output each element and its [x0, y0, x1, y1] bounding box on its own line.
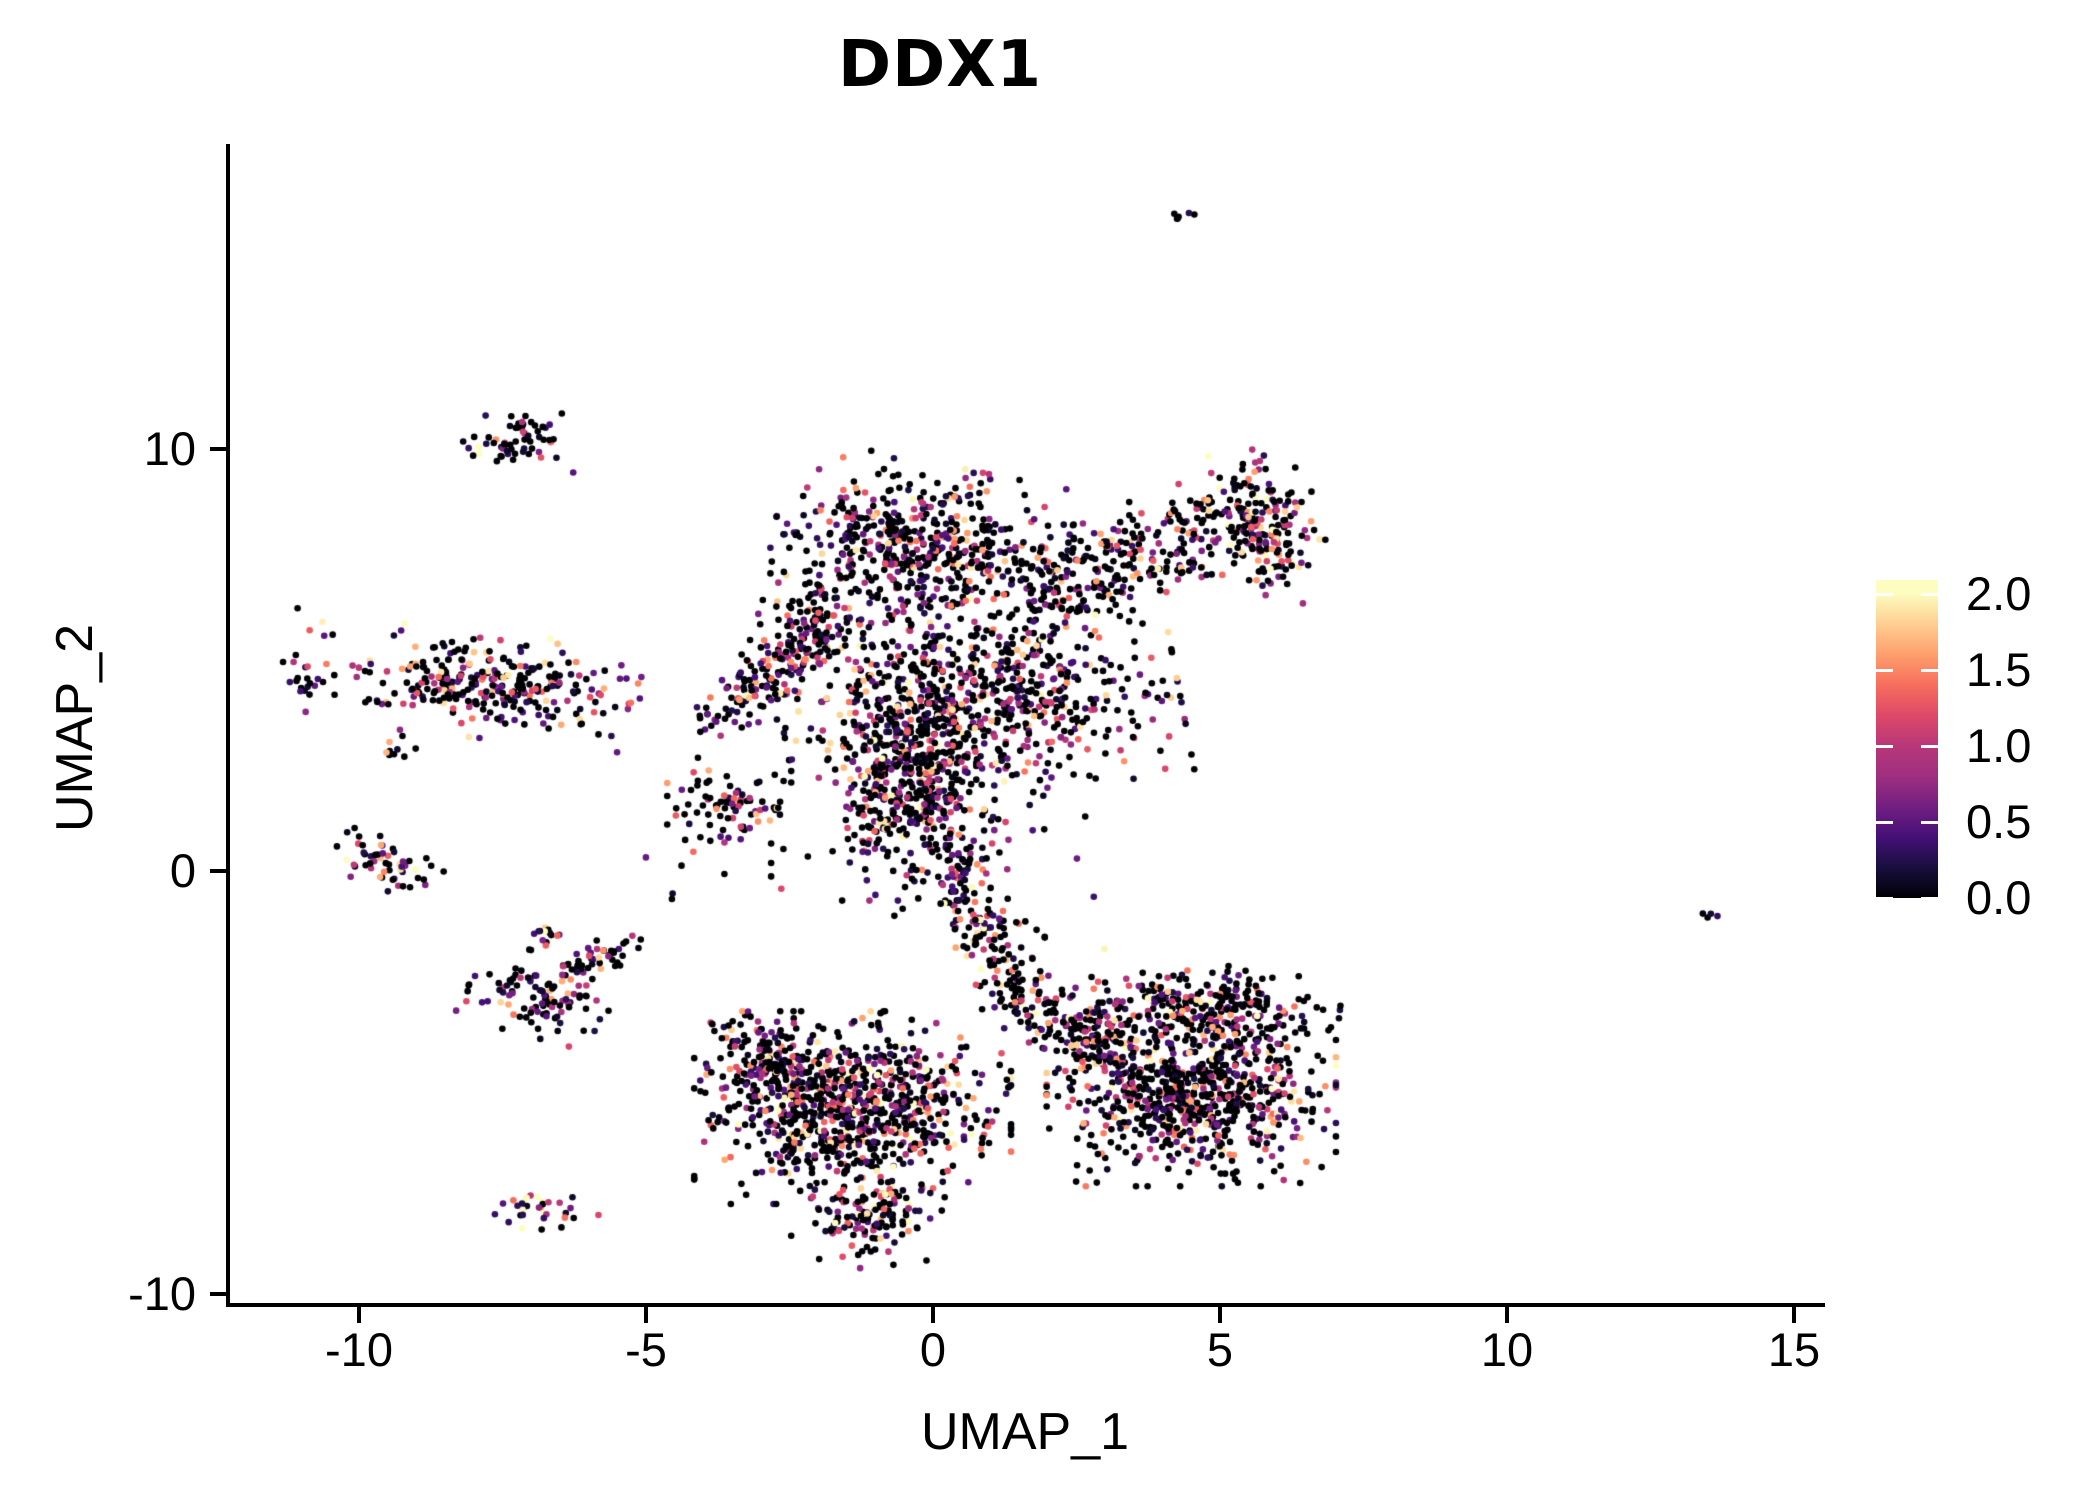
x-tick-label: 5: [1206, 1323, 1234, 1376]
colorbar-tick-mark: [1876, 744, 1893, 748]
y-axis-line: [226, 144, 230, 1307]
colorbar-tick-mark: [1876, 592, 1893, 596]
y-tick-mark: [210, 1291, 226, 1296]
colorbar-tick-mark: [1876, 668, 1893, 672]
x-tick-mark: [644, 1307, 648, 1323]
colorbar-tick-label: 0.0: [1966, 871, 2032, 924]
x-tick-label: 10: [1480, 1323, 1534, 1376]
x-tick-mark: [1218, 1307, 1222, 1323]
colorbar-tick-label: 2.0: [1966, 566, 2032, 620]
x-tick-label: -10: [325, 1323, 393, 1376]
colorbar-tick-mark: [1921, 820, 1938, 824]
colorbar-tick-mark: [1876, 897, 1893, 900]
y-tick-label: -10: [128, 1266, 196, 1320]
plot-title: DDX1: [837, 28, 1043, 102]
x-tick-mark: [1505, 1307, 1509, 1323]
x-axis-title: UMAP_1: [920, 1403, 1130, 1461]
colorbar-tick-label: 1.5: [1966, 642, 2032, 696]
x-tick-label: 15: [1767, 1323, 1821, 1376]
x-tick-mark: [931, 1307, 935, 1323]
x-tick-label: -5: [625, 1323, 667, 1376]
x-tick-mark: [357, 1307, 361, 1323]
colorbar-tick-mark: [1876, 820, 1893, 824]
y-tick-mark: [210, 446, 226, 451]
y-tick-mark: [210, 869, 226, 873]
colorbar-tick-mark: [1921, 592, 1938, 596]
x-tick-label: 0: [919, 1323, 947, 1376]
colorbar-tick-mark: [1921, 668, 1938, 672]
x-axis-line: [226, 1303, 1825, 1307]
colorbar-tick-label: 0.5: [1966, 794, 2032, 848]
colorbar-tick-mark: [1921, 744, 1938, 748]
x-tick-mark: [1792, 1307, 1796, 1323]
colorbar-tick-label: 1.0: [1966, 718, 2032, 772]
expression-colorbar: [1876, 580, 1938, 898]
y-axis-title: UMAP_2: [46, 623, 104, 833]
y-tick-label: 0: [169, 844, 196, 897]
colorbar-tick-mark: [1921, 897, 1938, 900]
y-tick-label: 10: [143, 421, 196, 475]
